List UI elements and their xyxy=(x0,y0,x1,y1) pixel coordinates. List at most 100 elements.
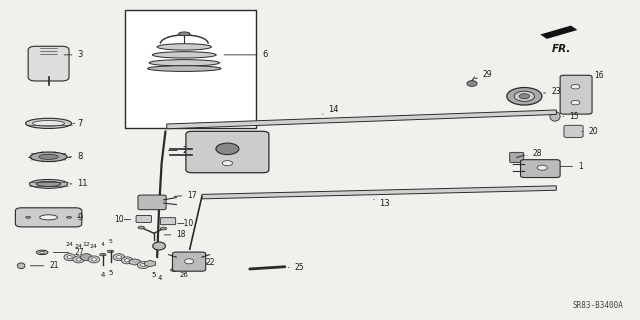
Ellipse shape xyxy=(76,258,81,261)
Text: 18: 18 xyxy=(164,230,186,239)
Ellipse shape xyxy=(152,52,216,58)
Text: 6: 6 xyxy=(224,50,268,59)
Ellipse shape xyxy=(108,250,114,253)
Text: 15: 15 xyxy=(563,112,579,121)
Text: 14: 14 xyxy=(323,105,339,114)
Text: 5: 5 xyxy=(152,272,156,278)
Text: 16: 16 xyxy=(588,71,604,80)
Text: 24: 24 xyxy=(75,244,83,249)
Ellipse shape xyxy=(100,253,106,256)
Ellipse shape xyxy=(161,227,167,230)
Polygon shape xyxy=(167,110,556,129)
Ellipse shape xyxy=(507,87,542,105)
Ellipse shape xyxy=(39,154,58,159)
Ellipse shape xyxy=(519,94,529,99)
Ellipse shape xyxy=(92,258,97,261)
Text: 9: 9 xyxy=(77,213,83,222)
Ellipse shape xyxy=(26,216,31,218)
Ellipse shape xyxy=(550,112,560,121)
Ellipse shape xyxy=(29,180,68,188)
Text: SR83-B3400A: SR83-B3400A xyxy=(572,301,623,310)
Ellipse shape xyxy=(153,242,166,250)
Polygon shape xyxy=(540,26,577,39)
Text: 1: 1 xyxy=(561,162,583,171)
Text: 26: 26 xyxy=(179,272,188,278)
Ellipse shape xyxy=(33,121,65,126)
Text: 2: 2 xyxy=(168,146,188,155)
Text: 28: 28 xyxy=(527,149,542,158)
Ellipse shape xyxy=(113,254,125,261)
Text: 20: 20 xyxy=(582,127,598,136)
Text: 12: 12 xyxy=(83,242,90,247)
Ellipse shape xyxy=(67,256,72,259)
FancyBboxPatch shape xyxy=(560,75,592,114)
Text: 4: 4 xyxy=(158,275,163,281)
Ellipse shape xyxy=(184,259,193,264)
Ellipse shape xyxy=(64,254,76,261)
Ellipse shape xyxy=(67,216,72,218)
FancyBboxPatch shape xyxy=(186,131,269,173)
Ellipse shape xyxy=(40,252,45,253)
Text: 24: 24 xyxy=(90,244,98,249)
FancyBboxPatch shape xyxy=(520,160,560,178)
Ellipse shape xyxy=(229,167,237,171)
Text: 25: 25 xyxy=(288,263,304,272)
Ellipse shape xyxy=(30,152,67,162)
Text: 19: 19 xyxy=(239,159,256,168)
Ellipse shape xyxy=(179,32,190,36)
Text: 27: 27 xyxy=(53,248,84,257)
FancyBboxPatch shape xyxy=(136,215,152,222)
Text: 23: 23 xyxy=(543,87,561,96)
Ellipse shape xyxy=(222,161,232,166)
FancyBboxPatch shape xyxy=(564,125,583,137)
Ellipse shape xyxy=(216,143,239,155)
Ellipse shape xyxy=(122,257,133,264)
Ellipse shape xyxy=(26,118,72,128)
Polygon shape xyxy=(202,186,556,199)
Ellipse shape xyxy=(88,256,100,263)
Ellipse shape xyxy=(36,181,61,187)
FancyBboxPatch shape xyxy=(28,46,69,81)
Ellipse shape xyxy=(36,250,48,255)
Text: 5: 5 xyxy=(109,239,113,244)
Text: 10—: 10— xyxy=(115,215,132,224)
Ellipse shape xyxy=(125,259,130,262)
Ellipse shape xyxy=(141,264,146,267)
Text: 17: 17 xyxy=(174,190,196,200)
Text: 22: 22 xyxy=(205,259,214,268)
Text: 29: 29 xyxy=(475,70,492,79)
Ellipse shape xyxy=(149,60,220,66)
Ellipse shape xyxy=(537,165,547,170)
Ellipse shape xyxy=(171,268,178,271)
Ellipse shape xyxy=(81,254,92,261)
Text: 3: 3 xyxy=(64,50,83,59)
Ellipse shape xyxy=(467,81,477,86)
Text: —10: —10 xyxy=(176,219,193,228)
Ellipse shape xyxy=(73,256,84,263)
FancyBboxPatch shape xyxy=(173,252,205,271)
FancyBboxPatch shape xyxy=(15,208,82,227)
Text: 13: 13 xyxy=(374,199,390,208)
Ellipse shape xyxy=(148,66,221,71)
Text: 4: 4 xyxy=(101,242,105,247)
Text: 11: 11 xyxy=(70,180,88,188)
FancyBboxPatch shape xyxy=(509,152,524,163)
Ellipse shape xyxy=(514,91,534,101)
Text: 21: 21 xyxy=(30,261,59,270)
Text: 24: 24 xyxy=(66,242,74,247)
Ellipse shape xyxy=(571,84,580,89)
Text: 7: 7 xyxy=(73,119,83,128)
Ellipse shape xyxy=(40,215,58,220)
Ellipse shape xyxy=(17,263,25,269)
FancyBboxPatch shape xyxy=(138,195,166,210)
Bar xyxy=(125,10,256,128)
Ellipse shape xyxy=(138,262,149,269)
Ellipse shape xyxy=(138,226,145,229)
Text: 5: 5 xyxy=(108,270,113,276)
Text: 4: 4 xyxy=(100,271,105,277)
Ellipse shape xyxy=(116,256,122,259)
Ellipse shape xyxy=(157,44,211,50)
FancyBboxPatch shape xyxy=(161,218,175,225)
Text: 8: 8 xyxy=(69,152,83,161)
Ellipse shape xyxy=(571,100,580,105)
